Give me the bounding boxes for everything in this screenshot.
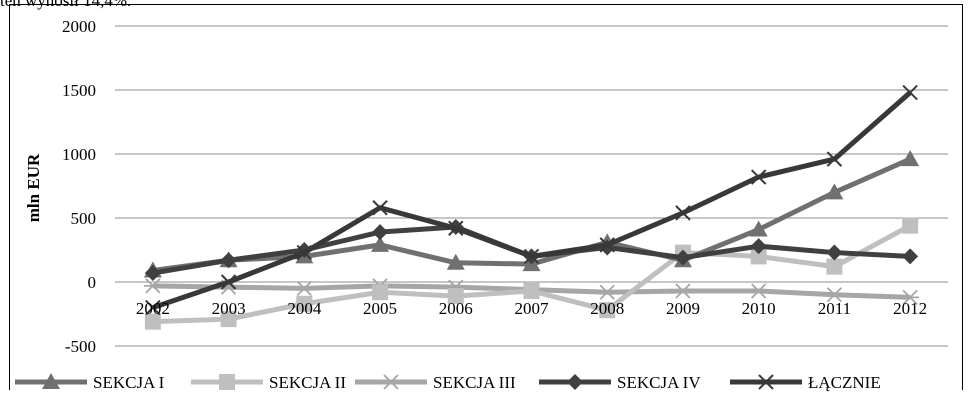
legend-label: ŁĄCZNIE: [808, 373, 881, 392]
legend-item: SEKCJA IV: [539, 373, 701, 392]
x-tick-label: 2007: [515, 299, 550, 318]
diamond-marker: [220, 252, 237, 269]
square-marker: [902, 217, 919, 234]
y-tick-label: 500: [71, 209, 97, 228]
diamond-marker: [750, 238, 767, 255]
x-marker: [599, 237, 615, 253]
x-tick-label: 2003: [212, 299, 246, 318]
y-tick-label: 1500: [62, 81, 96, 100]
x-marker: [750, 169, 767, 185]
triangle-marker: [42, 373, 60, 389]
square-marker: [750, 248, 767, 265]
square-marker: [523, 282, 540, 299]
asterisk-marker: [598, 284, 617, 300]
triangle-marker: [749, 220, 768, 237]
legend-label: SEKCJA IV: [617, 373, 701, 392]
series-sekcja-ii: [144, 217, 919, 330]
x-tick-label: 2008: [590, 299, 624, 318]
series-lines: [143, 84, 920, 330]
triangle-marker: [901, 150, 920, 167]
x-marker: [448, 220, 464, 236]
legend-item: SEKCJA II: [191, 373, 346, 392]
square-marker: [447, 288, 464, 305]
x-tick-label: 2010: [742, 299, 776, 318]
legend-item: ŁĄCZNIE: [730, 373, 881, 392]
x-tick-label: 2002: [136, 299, 170, 318]
asterisk-marker: [825, 287, 844, 303]
legend-item: SEKCJA III: [355, 373, 516, 392]
asterisk-marker: [143, 278, 162, 294]
square-marker: [220, 311, 237, 328]
diamond-marker: [144, 265, 161, 282]
asterisk-marker: [749, 283, 768, 299]
triangle-marker: [446, 253, 465, 270]
legend-label: SEKCJA I: [93, 373, 165, 392]
diamond-marker: [902, 248, 919, 265]
diamond-marker: [674, 249, 691, 266]
y-tick-label: 0: [88, 273, 97, 292]
y-tick-label: 2000: [62, 17, 96, 36]
series-łącznie: [145, 84, 918, 316]
x-tick-label: 2005: [363, 299, 397, 318]
x-marker: [145, 299, 161, 316]
x-tick-label: 2006: [439, 299, 473, 318]
diamond-marker: [567, 374, 583, 390]
x-marker: [523, 248, 540, 265]
square-marker: [599, 302, 616, 319]
x-marker: [826, 151, 843, 167]
x-axis-tick-labels: 2002 2003 2004 2005 2006 2007 2008 2009 2010 2011…: [136, 299, 927, 318]
x-marker: [372, 200, 388, 216]
legend-label: SEKCJA II: [269, 373, 346, 392]
square-marker: [144, 313, 161, 330]
square-marker: [372, 284, 389, 301]
x-tick-label: 2011: [818, 299, 851, 318]
square-marker: [826, 258, 843, 275]
series-line: [152, 90, 912, 310]
diamond-marker: [826, 244, 843, 261]
y-axis-label: mln EUR: [24, 153, 43, 222]
asterisk-marker: [673, 283, 692, 299]
diamond-marker: [372, 224, 389, 241]
legend: SEKCJA I SEKCJA II SEKCJA III SEKCJA IV ŁĄCZ…: [15, 373, 881, 392]
x-tick-label: 2012: [893, 299, 927, 318]
triangle-marker: [371, 235, 390, 252]
asterisk-marker: [901, 289, 920, 305]
x-marker: [902, 84, 918, 101]
preceding-text-fragment: ten wynosił 14,4%.: [0, 0, 132, 10]
gridlines: [115, 25, 948, 347]
y-axis-tick-labels: -500 0 500 1000 1500 2000: [62, 17, 96, 356]
x-marker: [675, 205, 691, 221]
square-marker: [219, 374, 235, 390]
y-tick-label: 1000: [62, 145, 96, 164]
legend-label: SEKCJA III: [433, 373, 516, 392]
asterisk-marker: [295, 280, 314, 297]
chart-frame: [9, 4, 963, 390]
asterisk-marker: [382, 374, 400, 390]
triangle-marker: [825, 183, 844, 200]
x-marker: [296, 244, 313, 261]
square-marker: [296, 295, 313, 312]
x-tick-label: 2004: [287, 299, 322, 318]
y-tick-label: -500: [65, 337, 96, 356]
x-marker: [220, 274, 237, 290]
x-tick-label: 2009: [666, 299, 700, 318]
x-marker: [758, 374, 774, 390]
legend-item: SEKCJA I: [15, 373, 165, 392]
